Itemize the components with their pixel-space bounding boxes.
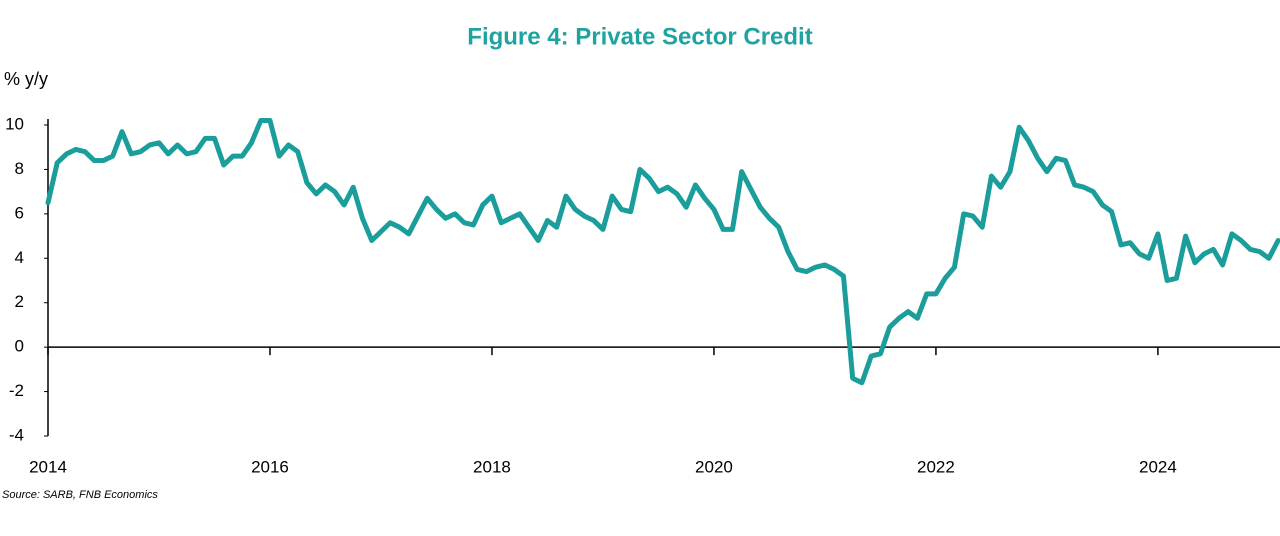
y-tick-label: -4 [9, 425, 24, 444]
y-tick-label: 6 [15, 203, 24, 222]
y-tick-label: 4 [15, 248, 24, 267]
data-line [45, 118, 1280, 386]
y-tick-label: -2 [9, 381, 24, 400]
source-note: Source: SARB, FNB Economics [2, 489, 158, 501]
x-tick-label: 2022 [917, 457, 955, 476]
x-tick-label: 2016 [251, 457, 289, 476]
x-tick-label: 2020 [695, 457, 733, 476]
y-tick-label: 0 [15, 337, 24, 356]
chart-title: Figure 4: Private Sector Credit [467, 23, 812, 50]
y-tick-label: 8 [15, 159, 24, 178]
x-tick-label: 2024 [1139, 457, 1177, 476]
x-tick-label: 2018 [473, 457, 511, 476]
x-tick-label: 2014 [29, 457, 67, 476]
y-tick-label: 2 [15, 292, 24, 311]
y-axis-label: % y/y [4, 69, 48, 89]
y-tick-label: 10 [5, 114, 24, 133]
